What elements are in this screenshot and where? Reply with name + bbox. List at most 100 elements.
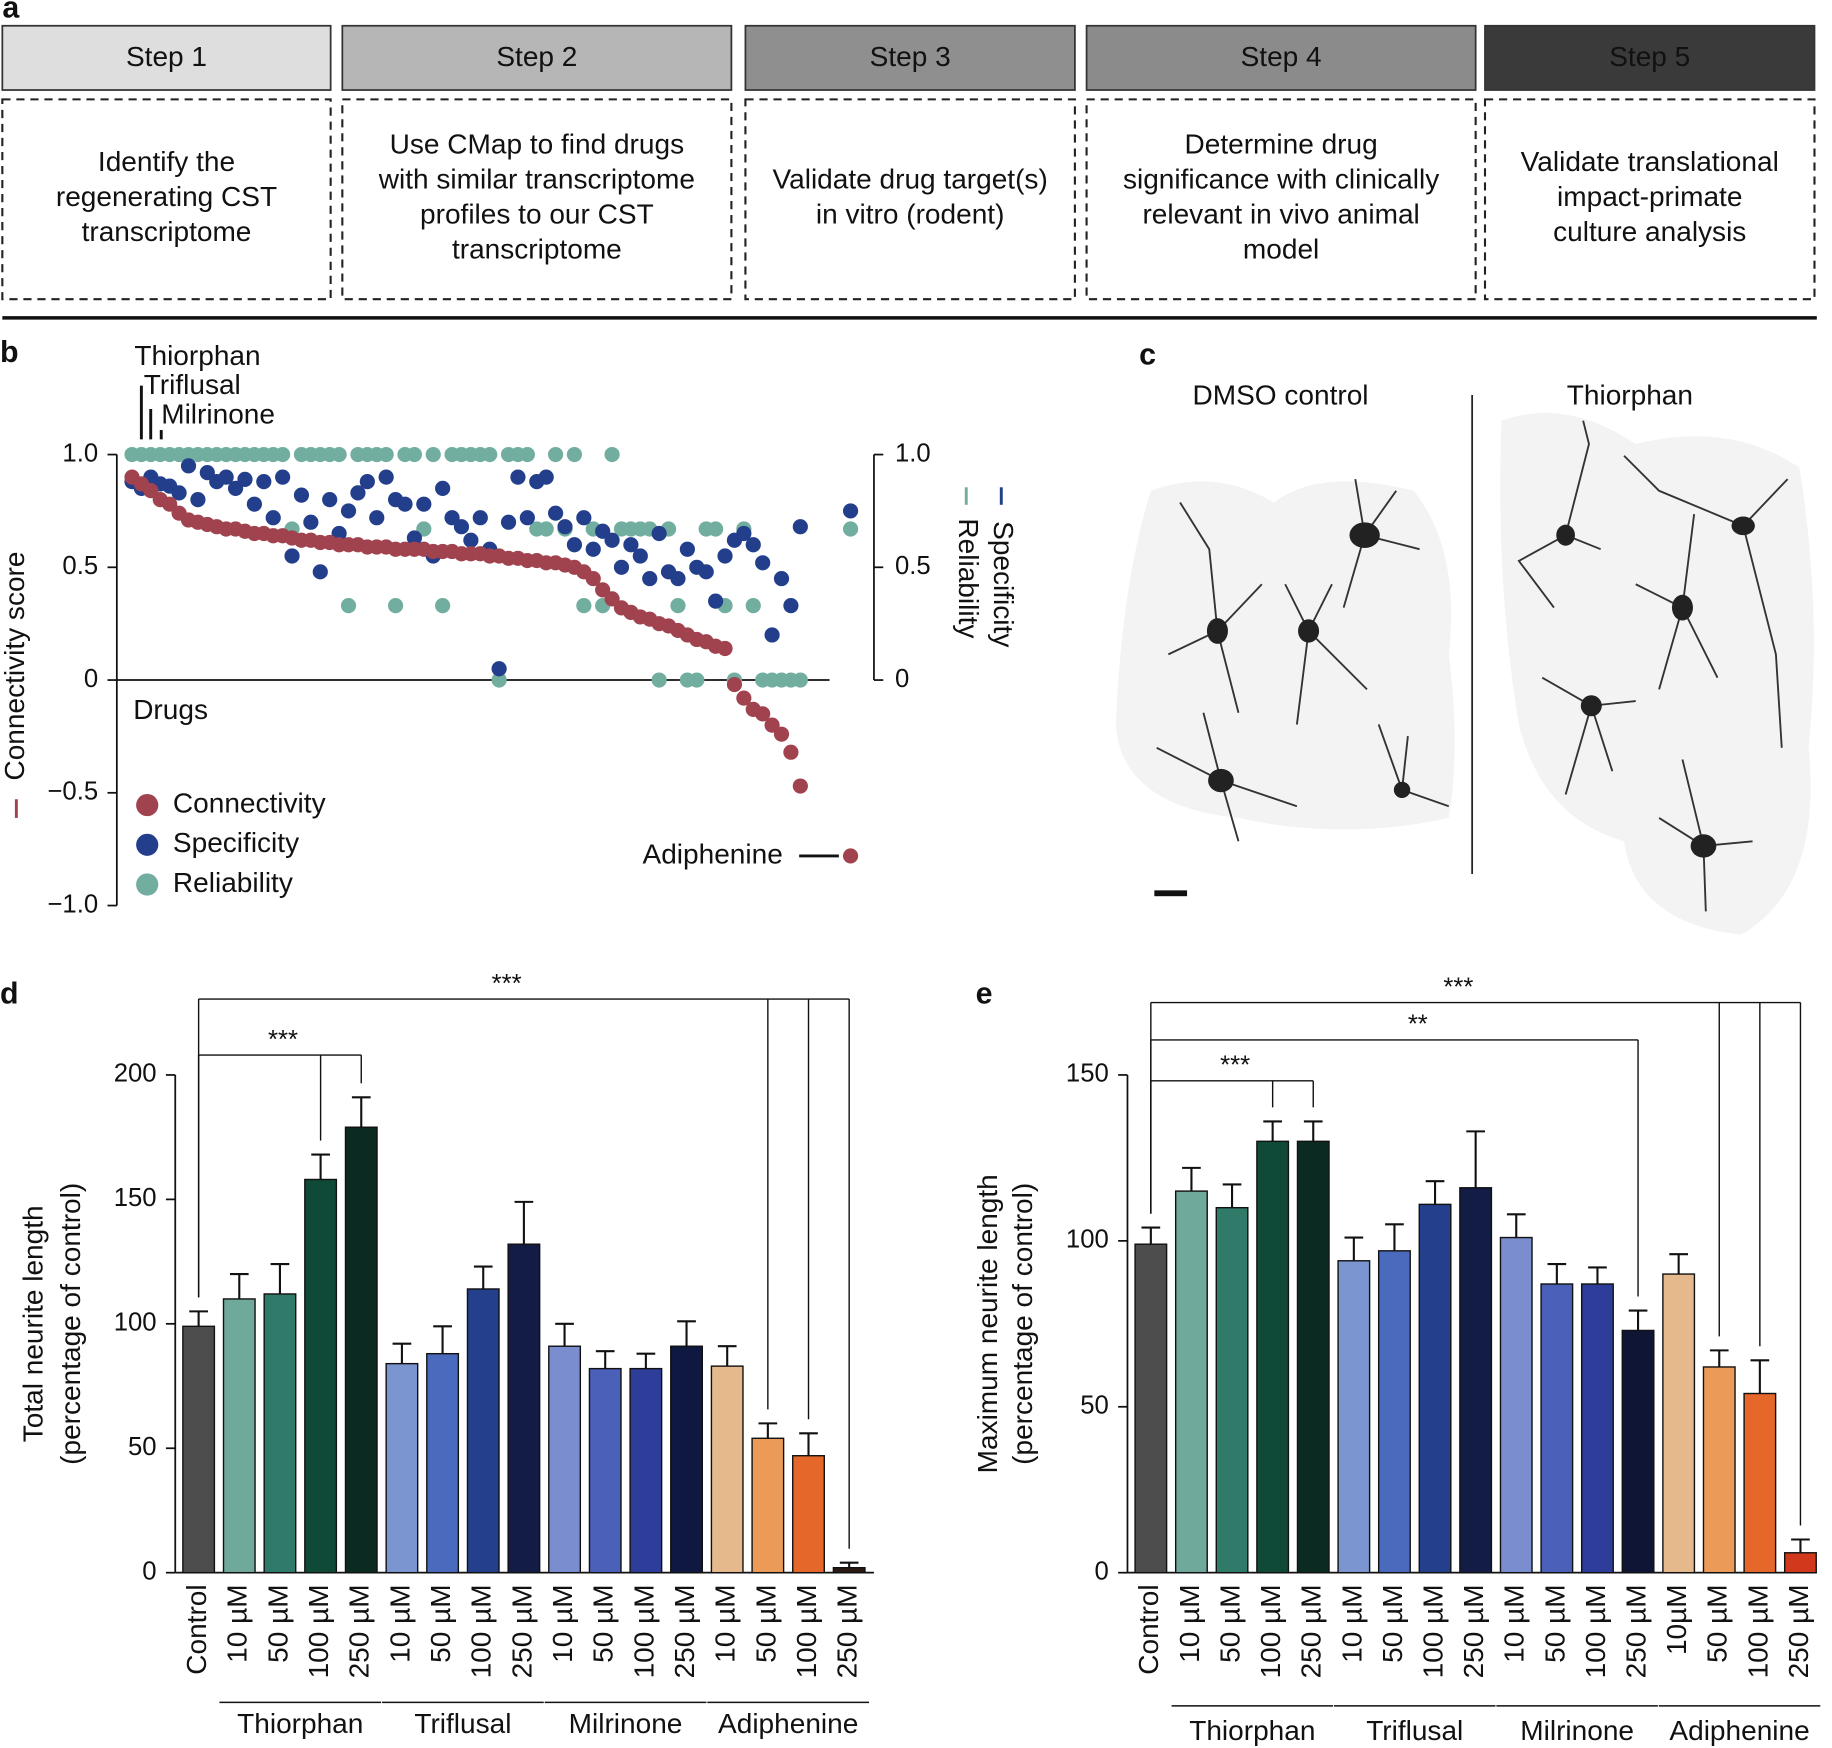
point bbox=[491, 661, 507, 677]
point bbox=[576, 510, 592, 526]
x-tick-label: Control bbox=[181, 1584, 212, 1674]
bar bbox=[1337, 1260, 1371, 1574]
point bbox=[275, 469, 291, 485]
y-tick-label: 50 bbox=[1080, 1392, 1109, 1420]
group-label: Adiphenine bbox=[1669, 1715, 1809, 1746]
point bbox=[585, 570, 601, 587]
y-axis-label: Connectivity score bbox=[0, 552, 30, 781]
legend-swatch bbox=[136, 793, 159, 817]
y-tick-label: 100 bbox=[1066, 1226, 1109, 1254]
point bbox=[303, 514, 319, 530]
significance: *** bbox=[492, 970, 522, 998]
bar bbox=[344, 1126, 378, 1574]
legend-swatch bbox=[136, 833, 159, 856]
x-tick-label: Control bbox=[1133, 1584, 1164, 1674]
panel-label: d bbox=[0, 978, 19, 1011]
x-tick-label: 10 µM bbox=[710, 1584, 741, 1662]
bar bbox=[1783, 1552, 1817, 1574]
x-tick-label: 100 µM bbox=[791, 1584, 822, 1678]
x-tick-label: 100 µM bbox=[466, 1584, 497, 1678]
bar bbox=[1580, 1283, 1614, 1574]
step-text: with similar transcriptome bbox=[378, 164, 695, 195]
point bbox=[726, 676, 743, 693]
x-tick-label: 250 µM bbox=[832, 1584, 863, 1678]
bar bbox=[1377, 1250, 1411, 1574]
bar bbox=[385, 1362, 419, 1574]
point bbox=[557, 519, 573, 535]
point bbox=[190, 492, 206, 508]
step-text: transcriptome bbox=[452, 234, 622, 265]
step-text: transcriptome bbox=[82, 216, 252, 247]
legend-swatch bbox=[136, 873, 159, 896]
point bbox=[745, 598, 761, 614]
point bbox=[331, 446, 347, 463]
bar bbox=[1215, 1206, 1249, 1574]
point bbox=[275, 446, 291, 463]
point bbox=[322, 492, 338, 508]
y-axis-label: Maximum neurite length bbox=[972, 1174, 1003, 1473]
panel-label: b bbox=[0, 336, 19, 369]
point bbox=[435, 598, 451, 614]
point bbox=[773, 726, 790, 742]
step-text: in vitro (rodent) bbox=[816, 199, 1005, 230]
point bbox=[143, 483, 159, 499]
point bbox=[708, 593, 724, 609]
x-tick-label: 50 µM bbox=[750, 1584, 781, 1662]
bar bbox=[1459, 1187, 1493, 1574]
point bbox=[293, 487, 310, 503]
significance: *** bbox=[268, 1026, 298, 1054]
step-title: Step 2 bbox=[496, 41, 577, 72]
annotation: Thiorphan bbox=[134, 340, 260, 371]
x-tick-label: 250 µM bbox=[344, 1584, 375, 1678]
point bbox=[755, 555, 771, 571]
group-label: Milrinone bbox=[569, 1708, 683, 1739]
bar bbox=[222, 1298, 256, 1574]
point bbox=[679, 541, 695, 557]
point bbox=[548, 505, 564, 521]
step-box bbox=[1, 98, 332, 301]
point bbox=[651, 525, 667, 542]
x-tick-label: 50 µM bbox=[1702, 1584, 1733, 1662]
y-tick-label: 0 bbox=[1094, 1557, 1108, 1585]
point bbox=[180, 458, 197, 474]
y-tick-label: 0 bbox=[84, 665, 98, 693]
point bbox=[162, 496, 178, 512]
point bbox=[604, 532, 620, 548]
x-tick-label: 100 µM bbox=[1742, 1584, 1773, 1678]
x-tick-label: 250 µM bbox=[1296, 1584, 1327, 1678]
point bbox=[510, 469, 526, 485]
point bbox=[378, 446, 394, 463]
point bbox=[642, 570, 658, 587]
bar bbox=[710, 1365, 744, 1574]
x-tick-label: 100 µM bbox=[628, 1584, 659, 1678]
legend-label: Reliability bbox=[173, 867, 293, 898]
x-tick-label: 100 µM bbox=[303, 1584, 334, 1678]
point bbox=[284, 548, 300, 564]
y2-tick-label: 0.5 bbox=[895, 552, 931, 580]
point bbox=[237, 471, 253, 487]
bar bbox=[588, 1367, 622, 1574]
point bbox=[670, 570, 686, 587]
step-box bbox=[1483, 98, 1816, 301]
bar bbox=[1662, 1273, 1696, 1574]
point bbox=[416, 521, 432, 537]
point bbox=[623, 537, 639, 553]
panel-label: a bbox=[2, 0, 20, 24]
point bbox=[331, 525, 347, 542]
bar bbox=[466, 1288, 500, 1574]
x-tick-label: 50 µM bbox=[262, 1584, 293, 1662]
legend-label: Connectivity bbox=[173, 787, 326, 818]
neurites bbox=[1156, 420, 1789, 912]
point bbox=[755, 706, 771, 722]
x-tick-label: 250 µM bbox=[1458, 1584, 1489, 1678]
point bbox=[171, 485, 187, 501]
step-text: impact-primate bbox=[1557, 181, 1742, 212]
point bbox=[548, 446, 564, 463]
micrograph bbox=[1115, 394, 1814, 935]
step-text: regenerating CST bbox=[56, 181, 277, 212]
point bbox=[792, 778, 808, 794]
y2-axis-label: Specificity bbox=[988, 521, 1019, 647]
x-tick-label: 100 µM bbox=[1580, 1584, 1611, 1678]
step-text: Validate drug target(s) bbox=[773, 164, 1048, 195]
bar bbox=[304, 1178, 338, 1574]
